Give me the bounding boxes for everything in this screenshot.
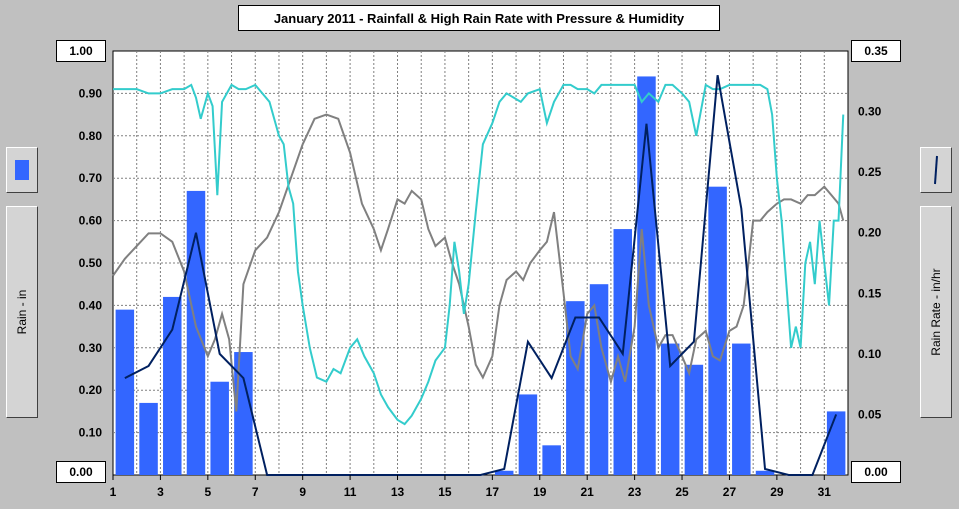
x-tick-label: 3 bbox=[157, 485, 164, 499]
rainfall-bar bbox=[542, 445, 561, 475]
x-tick-label: 1 bbox=[110, 485, 117, 499]
rainfall-bar bbox=[163, 296, 182, 475]
rainfall-bar bbox=[589, 284, 609, 475]
left-axis-title-panel: Rain - in bbox=[6, 206, 38, 418]
right-axis-ticks: 0.05 0.10 0.15 0.20 0.25 0.30 bbox=[858, 105, 882, 422]
left-axis-min-label: 0.00 bbox=[56, 461, 106, 483]
right-tick-label: 0.20 bbox=[858, 226, 882, 240]
left-axis-max-label: 1.00 bbox=[56, 40, 106, 62]
x-tick-label: 29 bbox=[770, 485, 784, 499]
x-tick-label: 17 bbox=[486, 485, 500, 499]
right-axis-max-label: 0.35 bbox=[851, 40, 901, 62]
x-tick-label: 7 bbox=[252, 485, 259, 499]
rainfall-bar bbox=[755, 470, 775, 475]
left-tick-label: 0.50 bbox=[79, 256, 103, 270]
right-axis-title-panel: Rain Rate - in/hr bbox=[920, 206, 952, 418]
rainfall-bar bbox=[494, 470, 514, 475]
chart-title: January 2011 - Rainfall & High Rain Rate… bbox=[238, 5, 720, 31]
left-tick-label: 0.70 bbox=[79, 171, 103, 185]
rainfall-bar bbox=[660, 343, 680, 475]
x-tick-label: 19 bbox=[533, 485, 547, 499]
left-tick-label: 0.20 bbox=[79, 383, 103, 397]
series-lines bbox=[112, 75, 845, 476]
rainfall-bar bbox=[708, 186, 727, 475]
rainfall-bar bbox=[186, 190, 206, 476]
x-tick-label: 27 bbox=[723, 485, 737, 499]
left-tick-label: 0.10 bbox=[79, 426, 103, 440]
x-tick-label: 15 bbox=[438, 485, 452, 499]
right-tick-label: 0.05 bbox=[858, 407, 882, 421]
left-tick-label: 0.90 bbox=[79, 86, 103, 100]
left-axis-ticks: 0.10 0.20 0.30 0.40 0.50 0.60 0.70 0.80 0.90 bbox=[79, 86, 103, 439]
rainfall-bar-swatch bbox=[15, 160, 29, 180]
right-axis-min-label: 0.00 bbox=[851, 461, 901, 483]
x-tick-label: 23 bbox=[628, 485, 642, 499]
x-tick-label: 9 bbox=[299, 485, 306, 499]
rainfall-bar bbox=[732, 343, 751, 475]
pressure-line bbox=[112, 113, 845, 412]
x-axis-ticks: 1 3 5 7 9 11 13 15 17 19 21 23 25 27 29 31 bbox=[110, 475, 832, 499]
rainfall-bar bbox=[210, 381, 229, 475]
rainfall-bar bbox=[518, 394, 538, 475]
left-tick-label: 0.30 bbox=[79, 341, 103, 355]
right-tick-label: 0.10 bbox=[858, 347, 882, 361]
x-tick-label: 5 bbox=[204, 485, 211, 499]
right-tick-label: 0.30 bbox=[858, 105, 882, 119]
rainfall-bar bbox=[566, 301, 585, 475]
right-tick-label: 0.25 bbox=[858, 165, 882, 179]
right-tick-label: 0.15 bbox=[858, 286, 882, 300]
rain-rate-line-swatch bbox=[934, 155, 938, 185]
x-tick-label: 13 bbox=[391, 485, 405, 499]
rainfall-legend-panel bbox=[6, 147, 38, 193]
humidity-line bbox=[113, 83, 845, 426]
x-tick-label: 21 bbox=[581, 485, 595, 499]
rainfall-bar bbox=[139, 402, 158, 475]
rainfall-bar bbox=[684, 364, 704, 475]
x-tick-label: 31 bbox=[818, 485, 832, 499]
x-tick-label: 25 bbox=[675, 485, 689, 499]
rain-rate-legend-panel bbox=[920, 147, 952, 193]
x-tick-label: 11 bbox=[344, 485, 357, 499]
left-tick-label: 0.80 bbox=[79, 129, 103, 143]
rain-rate-line bbox=[124, 75, 838, 476]
left-tick-label: 0.40 bbox=[79, 298, 103, 312]
rainfall-bar bbox=[115, 309, 135, 475]
left-tick-label: 0.60 bbox=[79, 214, 103, 228]
rainfall-bar bbox=[826, 411, 846, 475]
rainfall-bars bbox=[115, 76, 846, 476]
